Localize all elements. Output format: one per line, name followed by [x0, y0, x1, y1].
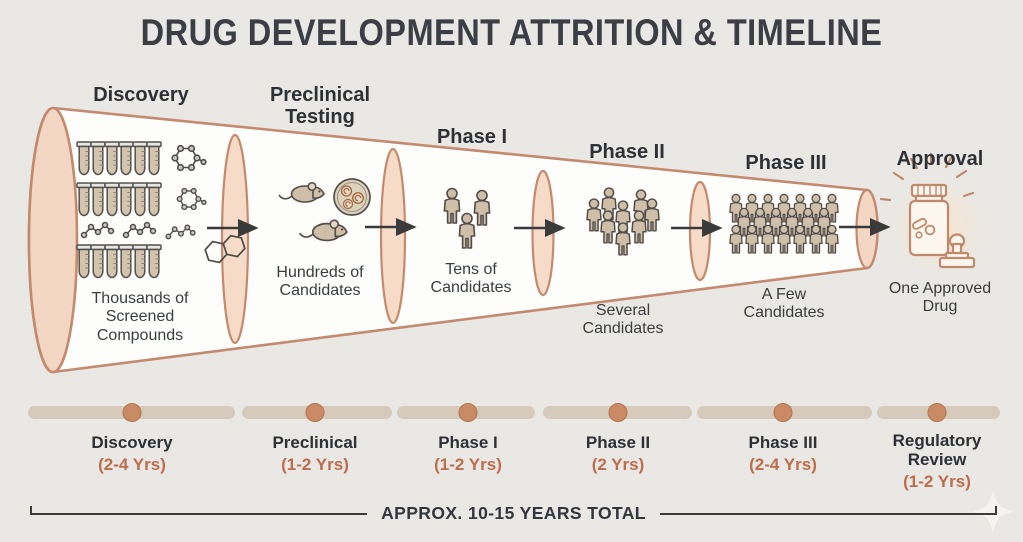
timeline-label: Phase I	[438, 433, 498, 452]
funnel-divider-ellipse-3	[531, 169, 555, 297]
timeline-dot	[305, 403, 325, 422]
timeline-duration: (1-2 Yrs)	[434, 455, 502, 475]
timeline-duration: (2-4 Yrs)	[98, 455, 166, 475]
timeline-duration: (1-2 Yrs)	[903, 472, 971, 492]
stage-label-approval: One Approved Drug	[888, 280, 992, 316]
timeline-dot	[773, 403, 793, 422]
funnel-divider-ellipse-4	[688, 180, 712, 282]
timeline-entry-preclinical: Preclinical (1-2 Yrs)	[240, 433, 390, 474]
lab-mice-petri-dish-icon	[278, 178, 371, 242]
stage-header-approval: Approval	[896, 148, 984, 170]
timeline-entry-regulatory-review: Regulatory Review (1-2 Yrs)	[872, 431, 1002, 491]
sparkle-icon	[972, 490, 1014, 533]
page-title: DRUG DEVELOPMENT ATTRITION & TIMELINE	[140, 12, 883, 53]
timeline-bar	[28, 403, 1000, 422]
timeline-duration: (1-2 Yrs)	[281, 455, 349, 475]
stage-header-phase-2: Phase II	[589, 141, 665, 163]
timeline-label: Preclinical	[272, 433, 358, 452]
flow-arrows	[207, 217, 891, 238]
approved-pill-bottle-stamp-icon	[879, 152, 986, 276]
timeline-entry-discovery: Discovery (2-4 Yrs)	[57, 433, 207, 474]
total-duration-bracket: APPROX. 10-15 YEARS TOTAL	[30, 503, 998, 524]
total-duration-label: APPROX. 10-15 YEARS TOTAL	[381, 503, 646, 523]
timeline-label: Regulatory Review	[892, 431, 982, 470]
timeline-dot	[458, 403, 478, 422]
timeline-duration: (2-4 Yrs)	[749, 455, 817, 475]
funnel-cap-right	[855, 188, 879, 270]
bracket-line-left	[30, 505, 368, 515]
stage-header-phase-3: Phase III	[745, 152, 827, 174]
timeline-label: Discovery	[91, 433, 173, 452]
stage-label-preclinical: Hundreds of Candidates	[276, 264, 364, 300]
stage-label-phase-3: A Few Candidates	[743, 286, 825, 322]
timeline-entry-phase-2: Phase II (2 Yrs)	[543, 433, 693, 474]
timeline-entry-phase-1: Phase I (1-2 Yrs)	[393, 433, 543, 474]
stage-header-preclinical: Preclinical Testing	[269, 84, 371, 128]
timeline-dot	[927, 403, 947, 422]
funnel-divider-ellipse-1	[220, 133, 250, 345]
test-tubes-molecules-icon	[76, 141, 246, 279]
timeline-dot	[122, 403, 142, 422]
bracket-line-right	[659, 505, 998, 515]
timeline-entry-phase-3: Phase III (2-4 Yrs)	[708, 433, 858, 474]
stage-header-phase-1: Phase I	[436, 126, 508, 148]
funnel-cap-left	[27, 106, 79, 374]
stage-header-discovery: Discovery	[93, 84, 189, 106]
timeline-label: Phase II	[585, 433, 651, 452]
timeline-duration: (2 Yrs)	[591, 455, 645, 475]
timeline-dot	[608, 403, 628, 422]
stage-label-discovery: Thousands of Screened Compounds	[91, 290, 189, 344]
stage-label-phase-1: Tens of Candidates	[430, 261, 512, 297]
stage-label-phase-2: Several Candidates	[582, 302, 664, 338]
timeline-label: Phase III	[748, 433, 818, 452]
